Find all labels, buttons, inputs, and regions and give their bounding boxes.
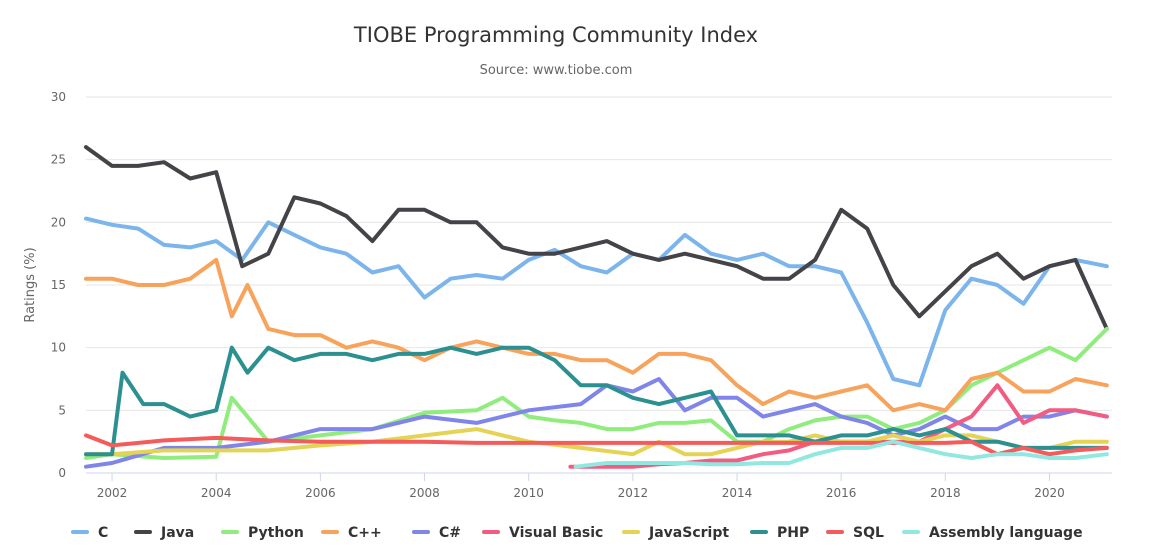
legend-label: SQL [853, 525, 884, 541]
y-tick-label: 25 [51, 153, 66, 167]
y-tick-label: 5 [58, 403, 66, 417]
x-axis-ticks: 2002 2004 2006 2008 2010 2012 2014 2016 2018 2020 [97, 473, 1065, 500]
legend-item-visual-basic[interactable]: Visual Basic [482, 525, 603, 541]
plot-area [84, 145, 1109, 469]
legend-label: Visual Basic [509, 525, 603, 541]
legend-item-c-[interactable]: C++ [321, 525, 382, 541]
x-tick-label: 2008 [409, 486, 440, 500]
y-axis-label: Ratings (%) [23, 247, 38, 322]
series-line-c-[interactable] [84, 377, 1109, 469]
legend-label: Assembly language [929, 525, 1083, 541]
y-tick-label: 30 [51, 90, 66, 104]
series-line-php[interactable] [84, 345, 1109, 457]
series-line-assembly-language[interactable] [573, 439, 1109, 469]
x-tick-label: 2016 [826, 486, 857, 500]
chart-title: TIOBE Programming Community Index [353, 23, 758, 47]
chart-subtitle: Source: www.tiobe.com [480, 63, 633, 78]
x-tick-label: 2018 [930, 486, 961, 500]
x-tick-label: 2020 [1034, 486, 1065, 500]
legend-label: Java [160, 525, 194, 541]
legend-item-c-[interactable]: C# [412, 525, 461, 541]
series-line-c-[interactable] [84, 257, 1109, 413]
legend-label: C++ [348, 525, 382, 541]
legend-item-java[interactable]: Java [134, 525, 194, 541]
legend-item-c[interactable]: C [71, 525, 108, 541]
legend-label: JavaScript [648, 525, 729, 541]
y-tick-label: 20 [51, 215, 66, 229]
legend-label: C# [439, 525, 461, 541]
legend-label: PHP [777, 525, 809, 541]
legend-item-php[interactable]: PHP [750, 525, 809, 541]
legend-item-assembly-language[interactable]: Assembly language [902, 525, 1083, 541]
legend-label: Python [248, 525, 304, 541]
x-tick-label: 2010 [513, 486, 544, 500]
legend-item-javascript[interactable]: JavaScript [622, 525, 729, 541]
x-tick-label: 2004 [201, 486, 232, 500]
x-tick-label: 2014 [722, 486, 753, 500]
legend: C Java Python C++ C# Visual Basic JavaScript PH… [71, 525, 1083, 541]
series-line-java[interactable] [84, 145, 1109, 331]
series-line-javascript[interactable] [84, 427, 1109, 457]
series-line-c[interactable] [84, 216, 1109, 388]
y-tick-label: 15 [51, 278, 66, 292]
x-tick-label: 2002 [97, 486, 128, 500]
legend-label: C [98, 525, 108, 541]
legend-item-sql[interactable]: SQL [826, 525, 884, 541]
y-axis-ticks: 0 5 10 15 20 25 30 [51, 90, 66, 480]
y-tick-label: 0 [58, 466, 66, 480]
y-tick-label: 10 [51, 341, 66, 355]
x-tick-label: 2012 [618, 486, 649, 500]
legend-item-python[interactable]: Python [221, 525, 304, 541]
x-tick-label: 2006 [305, 486, 336, 500]
gridlines [86, 96, 1112, 474]
